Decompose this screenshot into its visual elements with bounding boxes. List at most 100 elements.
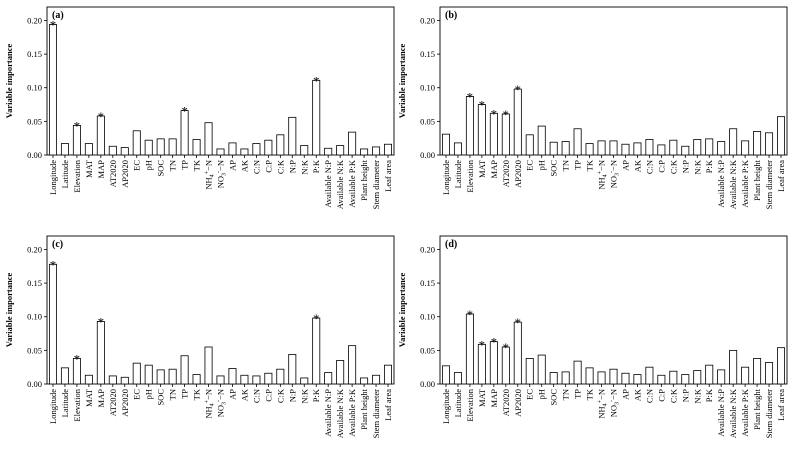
bar xyxy=(120,147,129,156)
y-axis-label: Variable importance xyxy=(4,44,14,119)
bar xyxy=(573,128,582,156)
bar xyxy=(705,364,714,385)
y-tick-label: 0.20 xyxy=(27,244,42,254)
x-tick-label: AT2020 xyxy=(501,389,511,416)
bar xyxy=(156,369,165,385)
significance-marker: * xyxy=(491,106,498,121)
bar xyxy=(204,122,213,156)
bar xyxy=(705,138,714,156)
y-axis-label: Variable importance xyxy=(397,273,407,348)
bar xyxy=(657,374,666,385)
bar xyxy=(252,375,261,385)
bar xyxy=(228,368,237,385)
bar xyxy=(108,375,117,385)
x-tick-label: AK xyxy=(239,388,249,401)
x-tick-label: Elevation xyxy=(72,388,82,421)
bar xyxy=(729,349,738,385)
x-tick-label: N:P xyxy=(680,389,690,403)
x-tick-label: EC xyxy=(132,160,142,171)
x-tick-label: NO3-−N xyxy=(609,160,621,188)
bar xyxy=(216,148,225,156)
bar xyxy=(525,358,534,385)
x-tick-label: C:N xyxy=(251,389,261,403)
y-tick-label: 0.15 xyxy=(420,278,435,288)
bar xyxy=(120,376,129,385)
x-tick-label: N:P xyxy=(287,160,297,174)
x-tick-label: Longitude xyxy=(48,160,58,195)
x-tick-label: Longitude xyxy=(441,160,451,195)
x-tick-label: AP2020 xyxy=(120,389,130,417)
panel-label: (b) xyxy=(445,10,457,21)
significance-marker: * xyxy=(74,351,81,366)
x-tick-label: C:N xyxy=(644,160,654,174)
x-tick-label: P:K xyxy=(704,388,714,402)
y-tick-label: 0.10 xyxy=(420,83,435,93)
x-tick-label: Leaf area xyxy=(383,389,393,421)
x-tick-label: pH xyxy=(144,160,154,170)
x-tick-label: EC xyxy=(525,389,535,400)
x-tick-label: Stem diameter xyxy=(764,160,774,210)
x-tick-label: Available N:P xyxy=(323,389,333,437)
bar xyxy=(276,134,285,156)
bar xyxy=(597,140,606,156)
x-tick-label: MAT xyxy=(477,388,487,407)
bar xyxy=(609,140,618,156)
x-tick-label: P:K xyxy=(704,159,714,173)
x-tick-label: Available N:P xyxy=(716,160,726,208)
y-tick-label: 0.10 xyxy=(420,312,435,322)
bar xyxy=(336,145,345,156)
bar xyxy=(585,367,594,385)
y-tick-label: 0.15 xyxy=(27,278,42,288)
x-tick-label: AP xyxy=(620,160,630,171)
x-tick-label: C:P xyxy=(263,389,273,402)
bar xyxy=(537,354,546,385)
x-tick-label: Available N:P xyxy=(716,389,726,437)
significance-marker: * xyxy=(503,107,510,122)
x-tick-label: Leaf area xyxy=(776,160,786,192)
x-tick-label: SOC xyxy=(156,160,166,177)
x-tick-label: TN xyxy=(168,160,178,171)
significance-marker: * xyxy=(98,314,105,329)
x-tick-label: Stem diameter xyxy=(371,160,381,210)
bar xyxy=(585,143,594,156)
x-tick-label: AP xyxy=(620,389,630,400)
bar xyxy=(324,147,333,156)
x-tick-label: NO3-−N xyxy=(216,389,228,417)
x-tick-label: AT2020 xyxy=(108,389,118,416)
x-tick-label: C:P xyxy=(263,160,273,173)
x-tick-label: TN xyxy=(168,389,178,400)
x-tick-label: C:K xyxy=(275,159,285,174)
bar xyxy=(573,360,582,385)
x-tick-label: Plant height xyxy=(752,159,762,200)
bar xyxy=(384,364,393,385)
bar xyxy=(144,139,153,156)
x-tick-label: Latitude xyxy=(60,160,70,189)
x-tick-label: SOC xyxy=(156,389,166,406)
chart-panel-b: (b) 0.00 0.05 0.10 0.15 0.20 Variable importan… xyxy=(397,6,788,210)
x-tick-label: Available N:K xyxy=(728,159,738,209)
x-tick-label: TN xyxy=(561,389,571,400)
bar xyxy=(372,374,381,385)
x-tick-label: Elevation xyxy=(465,388,475,421)
x-tick-label: MAP xyxy=(489,389,499,408)
y-tick-label: 0.05 xyxy=(420,116,435,126)
bar xyxy=(549,141,558,156)
x-tick-label: AT2020 xyxy=(501,160,511,187)
bar xyxy=(84,374,93,385)
bar xyxy=(216,375,225,385)
panel-label: (d) xyxy=(445,239,457,250)
bar xyxy=(240,148,249,156)
bar xyxy=(621,143,630,156)
bar xyxy=(348,131,357,156)
x-tick-label: MAT xyxy=(477,159,487,178)
bar xyxy=(741,366,750,385)
bar xyxy=(561,141,570,156)
significance-marker: * xyxy=(479,337,486,352)
x-tick-label: Available P:K xyxy=(347,388,357,437)
x-tick-label: Leaf area xyxy=(383,160,393,192)
bar xyxy=(84,143,93,156)
x-tick-label: MAP xyxy=(96,160,106,179)
bar xyxy=(561,371,570,385)
x-tick-label: SOC xyxy=(549,160,559,177)
y-tick-label: 0.00 xyxy=(420,150,435,160)
